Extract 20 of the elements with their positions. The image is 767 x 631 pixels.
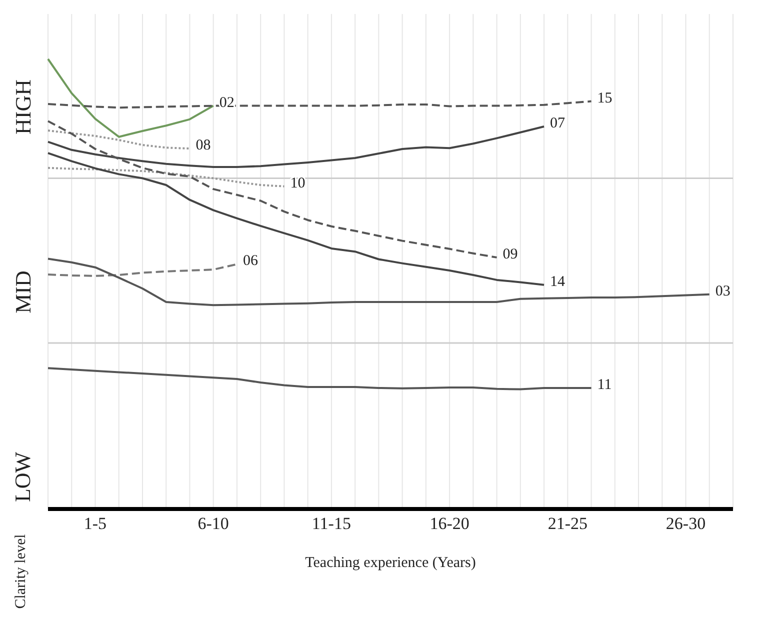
text: MID	[10, 270, 36, 313]
x-tick-label: 26-30	[666, 514, 706, 534]
x-tick-label: 11-15	[312, 514, 351, 534]
x-axis-title: Teaching experience (Years)	[305, 555, 476, 571]
x-tick-label: 1-5	[84, 514, 107, 534]
text: HIGH	[10, 79, 36, 134]
series-label: 07	[550, 116, 566, 132]
series-label: 06	[242, 253, 258, 270]
text: LOW	[10, 451, 36, 502]
x-tick-label: 21-25	[548, 514, 588, 534]
series-label: 15	[597, 90, 612, 106]
x-tick-label: 6-10	[198, 514, 229, 534]
x-tick-label: 16-20	[430, 514, 470, 534]
series-label: 03	[715, 283, 730, 300]
y-axis-title: Clarity level	[12, 534, 30, 608]
series-label: 10	[290, 175, 306, 192]
series-label: 08	[196, 138, 211, 154]
series-label: 14	[550, 274, 566, 290]
series-label: 11	[597, 376, 612, 393]
series-label: 09	[502, 246, 518, 262]
